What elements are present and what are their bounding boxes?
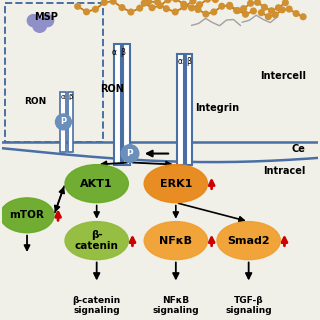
Circle shape — [155, 0, 160, 5]
Text: P: P — [127, 149, 133, 158]
Text: NFκB
signaling: NFκB signaling — [153, 296, 199, 316]
Ellipse shape — [217, 222, 280, 260]
Text: α: α — [178, 57, 183, 66]
Text: mTOR: mTOR — [10, 210, 44, 220]
FancyBboxPatch shape — [186, 54, 192, 165]
Text: AKT1: AKT1 — [80, 179, 113, 188]
Circle shape — [27, 15, 39, 27]
Text: Integrin: Integrin — [195, 103, 239, 113]
Circle shape — [141, 0, 147, 6]
Ellipse shape — [144, 165, 207, 203]
Text: α: α — [112, 48, 116, 57]
Circle shape — [203, 11, 209, 17]
Circle shape — [164, 6, 169, 12]
Circle shape — [262, 4, 267, 10]
Circle shape — [110, 0, 116, 4]
Circle shape — [300, 14, 306, 20]
Circle shape — [165, 0, 171, 3]
Circle shape — [265, 14, 271, 20]
Circle shape — [55, 114, 71, 130]
Circle shape — [119, 5, 125, 11]
Text: P: P — [60, 117, 67, 126]
FancyBboxPatch shape — [114, 44, 121, 165]
Circle shape — [259, 10, 264, 15]
Circle shape — [128, 9, 134, 15]
Circle shape — [189, 5, 195, 11]
Ellipse shape — [65, 222, 128, 260]
Circle shape — [197, 2, 203, 8]
Text: Intracel: Intracel — [263, 166, 306, 176]
Bar — [5, 3, 103, 142]
Circle shape — [235, 8, 240, 13]
Circle shape — [33, 18, 47, 32]
Circle shape — [276, 5, 281, 11]
Circle shape — [84, 9, 89, 15]
Circle shape — [146, 0, 151, 4]
Circle shape — [243, 12, 248, 17]
Circle shape — [181, 1, 187, 7]
Circle shape — [293, 11, 299, 16]
FancyBboxPatch shape — [123, 44, 130, 165]
Circle shape — [255, 0, 260, 5]
Ellipse shape — [0, 198, 54, 233]
Text: β-
catenin: β- catenin — [75, 230, 119, 252]
Circle shape — [137, 5, 143, 11]
Text: RON: RON — [24, 97, 46, 106]
Circle shape — [211, 9, 217, 15]
Ellipse shape — [144, 222, 207, 260]
FancyBboxPatch shape — [60, 92, 66, 152]
Text: ERK1: ERK1 — [160, 179, 192, 188]
Text: Smad2: Smad2 — [227, 236, 270, 246]
Circle shape — [279, 7, 285, 13]
Text: Ce: Ce — [292, 144, 306, 154]
Circle shape — [190, 0, 196, 4]
Circle shape — [205, 0, 210, 2]
Ellipse shape — [65, 165, 128, 203]
Circle shape — [272, 12, 278, 18]
Text: TGF-β
signaling: TGF-β signaling — [225, 296, 272, 316]
Text: Intercell: Intercell — [260, 71, 306, 81]
Circle shape — [157, 3, 163, 8]
Circle shape — [149, 5, 155, 11]
Circle shape — [181, 4, 187, 10]
FancyBboxPatch shape — [68, 92, 73, 152]
Text: β: β — [187, 57, 192, 66]
Circle shape — [241, 6, 246, 12]
Circle shape — [234, 8, 239, 13]
Circle shape — [251, 8, 256, 14]
Circle shape — [248, 0, 253, 6]
Circle shape — [75, 4, 81, 9]
Circle shape — [286, 6, 292, 12]
Circle shape — [195, 7, 201, 12]
Text: RON: RON — [100, 84, 124, 94]
Circle shape — [101, 0, 107, 5]
Text: β-catenin
signaling: β-catenin signaling — [73, 296, 121, 316]
Text: β: β — [120, 48, 125, 57]
Circle shape — [283, 0, 288, 5]
Circle shape — [172, 9, 178, 15]
Circle shape — [121, 145, 139, 163]
Text: α: α — [61, 93, 66, 100]
Text: β: β — [68, 93, 73, 100]
Circle shape — [227, 3, 233, 8]
Circle shape — [219, 4, 225, 9]
Text: MSP: MSP — [34, 12, 58, 22]
Circle shape — [227, 4, 233, 9]
FancyBboxPatch shape — [177, 54, 184, 165]
Circle shape — [42, 15, 54, 27]
Circle shape — [92, 6, 98, 12]
Circle shape — [173, 0, 179, 2]
Text: NFκB: NFκB — [159, 236, 192, 246]
Circle shape — [212, 0, 218, 2]
Circle shape — [268, 8, 274, 14]
